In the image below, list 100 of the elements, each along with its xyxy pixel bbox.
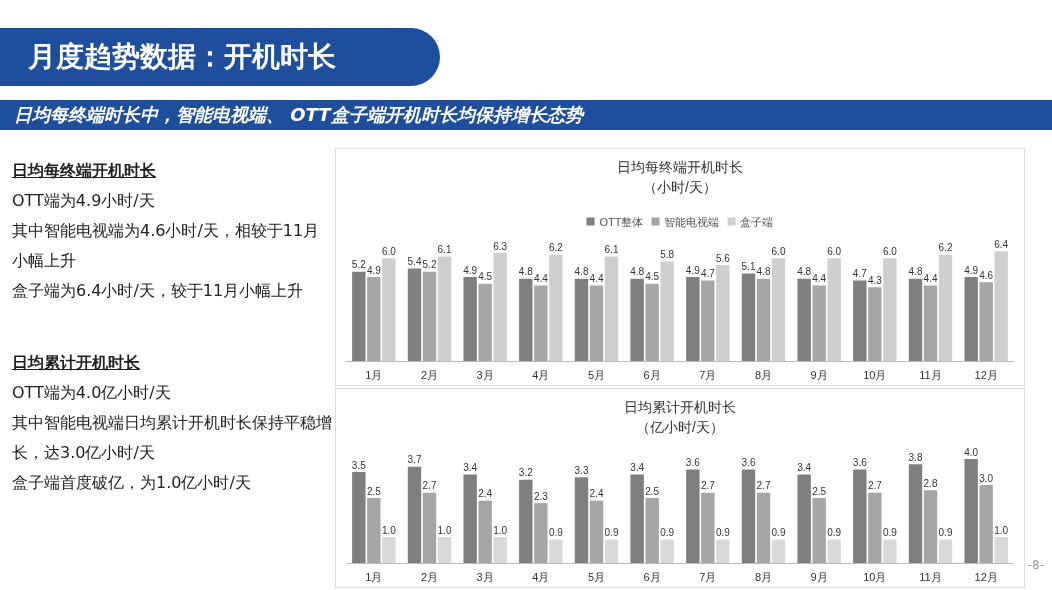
data-label: 3.0 bbox=[979, 472, 994, 484]
data-label: 0.9 bbox=[827, 527, 842, 539]
data-label: 4.4 bbox=[589, 273, 604, 285]
bar bbox=[589, 500, 604, 563]
text: 其中智能电视端为4.6小时/天，相较于11月小幅上升 bbox=[12, 220, 321, 272]
bar bbox=[827, 539, 841, 563]
data-label: 0.9 bbox=[660, 527, 675, 539]
bar bbox=[367, 277, 381, 361]
bar bbox=[422, 492, 437, 563]
bar bbox=[716, 265, 730, 361]
data-label: 5.2 bbox=[351, 259, 367, 271]
text: OTT端为4.9小时/天 bbox=[12, 190, 156, 212]
bar bbox=[352, 472, 366, 563]
bar bbox=[686, 469, 700, 563]
data-label: 4.7 bbox=[700, 267, 716, 279]
data-label: 4.3 bbox=[867, 274, 883, 286]
data-label: 4.8 bbox=[908, 266, 923, 278]
text: 其中智能电视端日均累计开机时长保持平稳增长，达3.0亿小时/天 bbox=[12, 412, 332, 464]
bar bbox=[812, 498, 826, 563]
bar bbox=[437, 537, 452, 563]
bar bbox=[422, 271, 437, 361]
data-label: 1.0 bbox=[994, 524, 1009, 536]
bar bbox=[827, 258, 841, 361]
data-label: 2.8 bbox=[923, 477, 938, 489]
data-label: 4.8 bbox=[797, 266, 812, 278]
bar bbox=[771, 258, 786, 361]
x-tick-label: 5月 bbox=[587, 368, 606, 381]
bar bbox=[812, 285, 826, 361]
bar bbox=[964, 277, 978, 361]
bar bbox=[686, 277, 700, 361]
data-label: 6.0 bbox=[882, 245, 898, 257]
data-label: 2.4 bbox=[478, 488, 493, 500]
data-label: 4.5 bbox=[645, 271, 660, 283]
data-label: 1.0 bbox=[437, 524, 452, 536]
x-tick-label: 6月 bbox=[643, 570, 661, 583]
data-label: 2.5 bbox=[812, 485, 827, 497]
bar bbox=[797, 474, 811, 563]
data-label: 4.8 bbox=[630, 266, 645, 278]
data-label: 4.4 bbox=[533, 273, 549, 285]
data-label: 4.8 bbox=[574, 266, 589, 278]
bar bbox=[908, 278, 923, 361]
data-label: 3.3 bbox=[574, 464, 589, 476]
x-tick-label: 5月 bbox=[587, 570, 606, 583]
bar bbox=[701, 492, 715, 563]
x-tick-label: 12月 bbox=[974, 368, 998, 381]
data-label: 0.9 bbox=[771, 527, 786, 539]
x-tick-label: 9月 bbox=[810, 570, 828, 583]
legend-label: 智能电视端 bbox=[664, 215, 720, 228]
data-label: 6.2 bbox=[548, 242, 564, 254]
bar bbox=[908, 464, 923, 563]
data-label: 6.0 bbox=[771, 245, 786, 257]
bar bbox=[701, 280, 715, 361]
bar bbox=[771, 539, 786, 563]
data-label: 3.6 bbox=[852, 456, 868, 468]
bar bbox=[883, 539, 897, 563]
bar bbox=[437, 256, 452, 361]
data-label: 3.7 bbox=[407, 454, 422, 466]
bar bbox=[964, 459, 978, 563]
x-tick-label: 10月 bbox=[863, 368, 887, 381]
data-label: 0.9 bbox=[604, 527, 619, 539]
data-label: 6.1 bbox=[437, 243, 452, 255]
x-tick-label: 7月 bbox=[699, 368, 717, 381]
x-tick-label: 8月 bbox=[754, 368, 773, 381]
text: 月度趋势数据：开机时长 bbox=[0, 28, 440, 86]
bar bbox=[853, 280, 867, 361]
bar bbox=[493, 253, 507, 361]
bar bbox=[994, 537, 1008, 563]
bar bbox=[756, 278, 771, 361]
bar bbox=[630, 474, 644, 563]
bar bbox=[493, 537, 507, 563]
data-label: 0.9 bbox=[882, 527, 898, 539]
data-label: 3.8 bbox=[908, 451, 923, 463]
data-label: 4.5 bbox=[478, 271, 493, 283]
bar bbox=[645, 283, 659, 361]
text: 日均每终端开机时长 bbox=[12, 160, 157, 182]
data-label: 5.4 bbox=[407, 255, 422, 267]
bar bbox=[478, 500, 492, 563]
data-label: 6.4 bbox=[994, 238, 1009, 250]
data-label: 2.7 bbox=[422, 480, 437, 492]
chart-subtitle: （小时/天） bbox=[643, 179, 717, 195]
bar bbox=[868, 287, 882, 361]
bar bbox=[797, 278, 811, 361]
x-tick-label: 4月 bbox=[532, 368, 550, 381]
data-label: 6.1 bbox=[604, 243, 619, 255]
data-label: 2.5 bbox=[366, 485, 382, 497]
bar bbox=[923, 490, 938, 563]
bar bbox=[549, 254, 563, 361]
legend-label: OTT整体 bbox=[599, 215, 644, 228]
bar bbox=[979, 282, 993, 361]
data-label: 3.6 bbox=[685, 456, 701, 468]
legend-label: 盒子端 bbox=[740, 215, 774, 228]
x-tick-label: 6月 bbox=[643, 368, 661, 381]
data-label: 4.9 bbox=[366, 264, 382, 276]
bar bbox=[604, 256, 619, 361]
data-label: 3.4 bbox=[797, 462, 812, 474]
data-label: 6.0 bbox=[827, 245, 842, 257]
bar bbox=[645, 498, 659, 563]
data-label: 3.4 bbox=[630, 462, 645, 474]
x-tick-label: 2月 bbox=[420, 368, 439, 381]
bar bbox=[519, 479, 533, 563]
